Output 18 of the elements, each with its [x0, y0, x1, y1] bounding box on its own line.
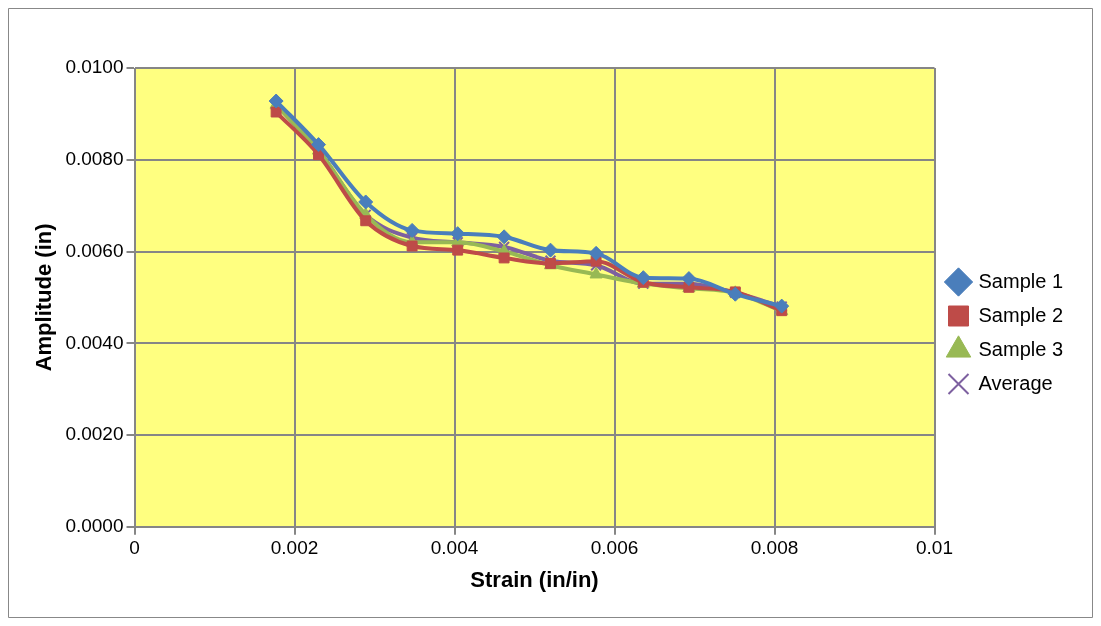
y-tick-label: 0.0040: [65, 331, 124, 353]
y-tick-label: 0.0000: [65, 515, 124, 537]
y-tick-label: 0.0060: [65, 239, 124, 261]
x-tick-label: 0.008: [750, 537, 799, 559]
x-tick-label: 0: [129, 537, 140, 559]
legend-label: Average: [978, 371, 1053, 394]
legend-label: Sample 1: [978, 269, 1064, 292]
x-tick-label: 0.002: [270, 537, 319, 559]
x-tick-label: 0.004: [430, 537, 479, 559]
x-tick-label: 0.006: [590, 537, 639, 559]
y-axis-title: Amplitude (in): [31, 223, 57, 372]
legend-label: Sample 2: [978, 303, 1064, 326]
y-tick-label: 0.0100: [65, 56, 124, 78]
y-tick-label: 0.0080: [65, 147, 124, 169]
x-axis-title: Strain (in/in): [470, 566, 599, 592]
x-tick-label: 0.01: [916, 537, 953, 559]
legend-label: Sample 3: [978, 337, 1064, 360]
y-tick-label: 0.0020: [65, 423, 124, 445]
